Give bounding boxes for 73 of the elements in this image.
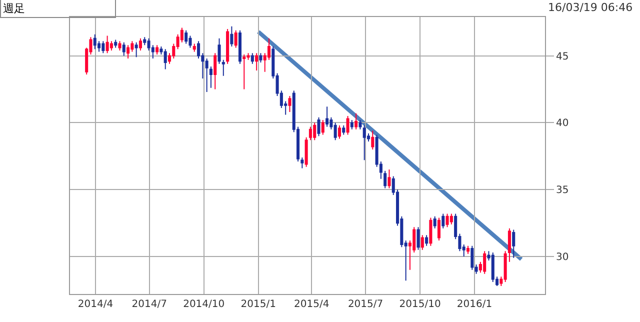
y-tick-label: 40	[556, 118, 569, 130]
candlestick	[350, 120, 354, 130]
candlestick	[164, 48, 167, 70]
x-tick-label: 2014/7	[132, 299, 167, 310]
candlestick	[358, 120, 362, 130]
candlestick	[433, 216, 436, 229]
candlestick	[209, 66, 212, 88]
candlestick	[118, 40, 122, 51]
candlestick	[420, 234, 424, 250]
candlestick	[250, 52, 254, 64]
candlestick	[126, 44, 130, 59]
candlestick	[388, 169, 391, 189]
candlestick	[491, 252, 494, 282]
x-tick-label: 2014/4	[78, 299, 114, 310]
candlestick	[321, 120, 324, 136]
text: 16/03/19 06:46	[548, 1, 633, 14]
candlestick	[304, 136, 308, 168]
candlestick	[218, 38, 221, 64]
candlestick	[156, 44, 159, 55]
candlestick	[138, 38, 142, 51]
candlestick	[308, 126, 312, 141]
candlestick	[446, 213, 449, 228]
y-tick-label: 35	[556, 185, 569, 196]
x-tick-label: 2015/4	[294, 299, 330, 310]
candlestick	[317, 116, 320, 137]
candlestick	[214, 52, 217, 90]
candlestick	[242, 54, 246, 90]
x-tick-label: 2015/1	[240, 299, 276, 310]
candlestick	[371, 130, 374, 150]
candlestick	[184, 30, 188, 44]
candlestick	[114, 39, 118, 48]
candlestick	[122, 42, 126, 56]
candlestick	[93, 34, 96, 50]
candlestick	[466, 245, 470, 254]
candlestick	[384, 170, 387, 189]
candlestick	[437, 217, 440, 241]
candlestick	[106, 35, 109, 54]
candlestick	[313, 122, 316, 141]
candlestick	[230, 26, 234, 47]
candlestick	[512, 229, 516, 258]
candlestick	[425, 234, 428, 246]
candlestick	[192, 43, 196, 52]
candlestick	[354, 112, 358, 130]
candlestick	[442, 213, 445, 229]
x-tick-label: 2015/10	[399, 299, 441, 310]
text: 週足	[3, 2, 25, 15]
candlestick	[504, 250, 507, 282]
candlestick	[483, 250, 486, 274]
candlestick	[222, 59, 225, 76]
y-tick-label: 30	[556, 252, 569, 264]
candlestick	[259, 52, 262, 63]
candlestick	[470, 245, 474, 270]
candlestick	[326, 106, 329, 128]
candlestick	[226, 28, 230, 64]
candlestick	[288, 95, 292, 113]
candlestick	[346, 116, 350, 136]
y-tick-label: 45	[556, 51, 569, 62]
candlestick	[342, 124, 346, 136]
candlestick	[234, 30, 238, 48]
candlestick	[238, 30, 242, 64]
x-tick-label: 2016/1	[456, 299, 492, 310]
x-tick-label: 2015/7	[348, 299, 384, 310]
candlestick	[300, 157, 304, 169]
candlestick	[338, 124, 341, 140]
candlestick	[429, 217, 432, 246]
candlestick	[102, 40, 105, 54]
candlestick	[508, 228, 511, 262]
x-tick-label: 2014/10	[183, 299, 225, 310]
candlestick	[450, 213, 453, 225]
candlestick	[134, 42, 138, 58]
candlestick	[362, 124, 366, 161]
candlestick	[255, 52, 258, 72]
candlestick	[416, 226, 420, 250]
